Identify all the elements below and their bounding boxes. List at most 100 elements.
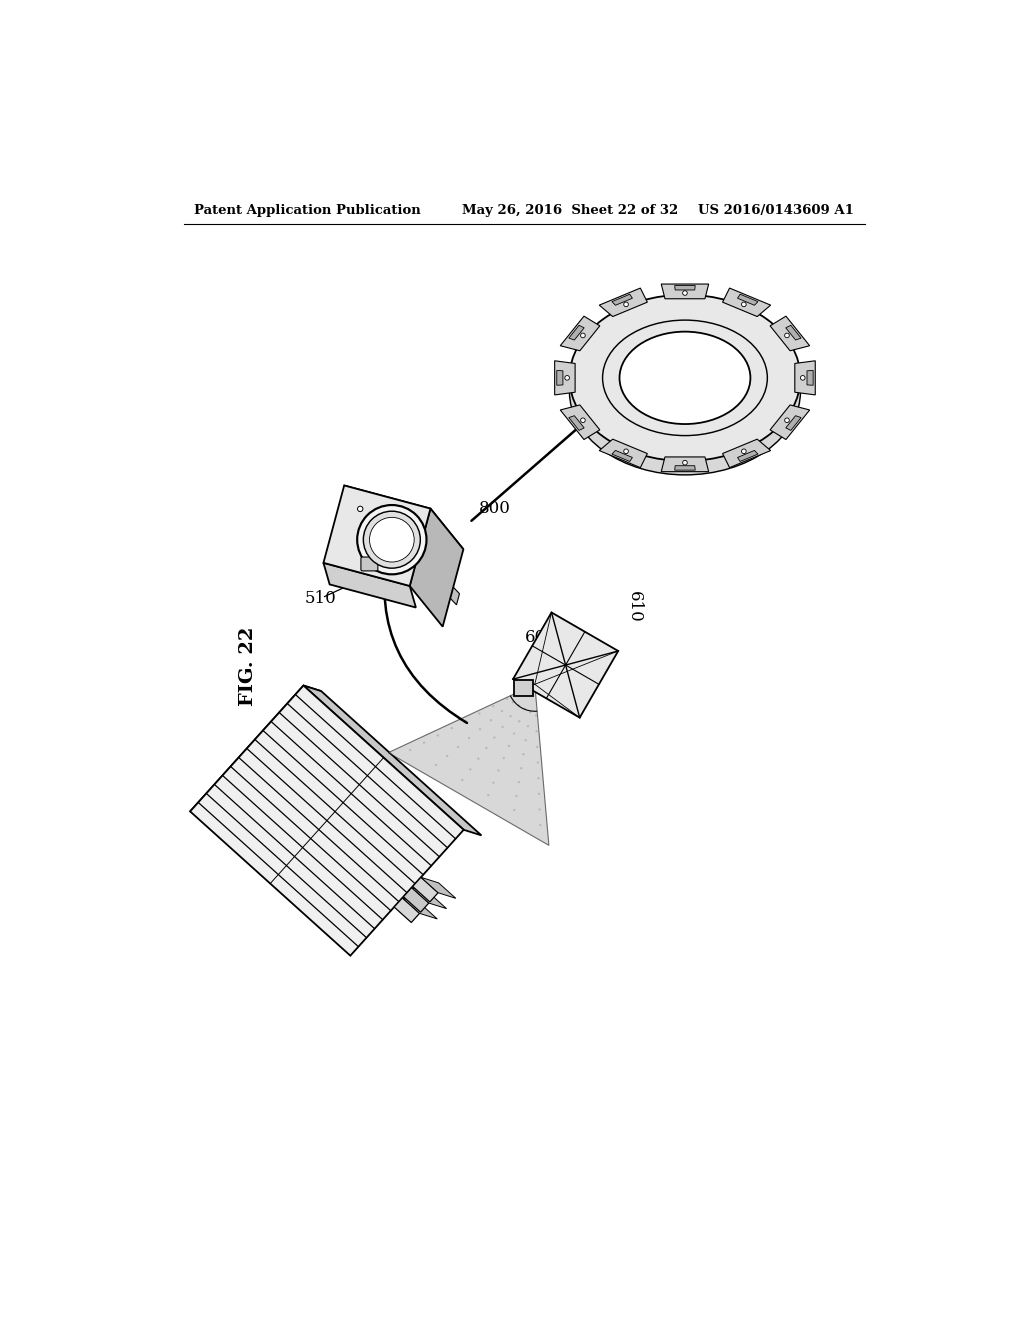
Circle shape	[494, 737, 496, 739]
Circle shape	[539, 824, 542, 826]
Circle shape	[485, 747, 487, 750]
Circle shape	[409, 748, 412, 751]
Text: FIG. 22: FIG. 22	[239, 627, 257, 706]
Circle shape	[503, 756, 505, 759]
Polygon shape	[737, 450, 758, 462]
Circle shape	[538, 793, 541, 795]
Circle shape	[446, 755, 449, 758]
Polygon shape	[795, 360, 815, 395]
Circle shape	[518, 721, 520, 722]
Polygon shape	[303, 685, 481, 836]
Circle shape	[784, 333, 790, 338]
Circle shape	[501, 710, 503, 713]
Circle shape	[478, 713, 480, 714]
Circle shape	[506, 698, 508, 700]
Circle shape	[510, 715, 512, 717]
Circle shape	[518, 781, 520, 783]
Polygon shape	[324, 562, 416, 607]
Circle shape	[436, 734, 439, 737]
Polygon shape	[785, 416, 801, 430]
Circle shape	[489, 719, 493, 721]
Polygon shape	[513, 612, 618, 718]
Polygon shape	[770, 317, 810, 351]
Polygon shape	[394, 898, 420, 923]
Circle shape	[536, 730, 538, 733]
Polygon shape	[737, 294, 758, 305]
Polygon shape	[612, 450, 633, 462]
Circle shape	[364, 511, 420, 568]
Text: 800: 800	[479, 500, 511, 517]
Circle shape	[581, 418, 586, 422]
Ellipse shape	[569, 309, 801, 475]
Circle shape	[502, 726, 504, 729]
Circle shape	[357, 506, 426, 574]
Ellipse shape	[620, 346, 751, 438]
Polygon shape	[190, 685, 322, 817]
Circle shape	[513, 809, 515, 812]
Circle shape	[515, 795, 518, 797]
Circle shape	[538, 777, 540, 779]
Circle shape	[479, 729, 481, 730]
Polygon shape	[723, 288, 771, 317]
Circle shape	[529, 711, 531, 713]
Polygon shape	[785, 325, 801, 341]
Text: US 2016/0143609 A1: US 2016/0143609 A1	[698, 205, 854, 218]
Polygon shape	[599, 288, 647, 317]
Text: 600: 600	[524, 628, 557, 645]
Polygon shape	[410, 508, 464, 627]
Circle shape	[520, 767, 522, 770]
Circle shape	[357, 506, 362, 512]
Circle shape	[391, 515, 396, 520]
FancyBboxPatch shape	[360, 557, 378, 570]
Circle shape	[535, 714, 538, 717]
Polygon shape	[560, 317, 600, 351]
Circle shape	[683, 290, 687, 296]
Polygon shape	[402, 898, 437, 919]
Circle shape	[498, 770, 500, 772]
Circle shape	[624, 449, 629, 454]
Polygon shape	[388, 684, 549, 845]
Text: 800: 800	[584, 338, 615, 355]
Polygon shape	[555, 360, 575, 395]
Circle shape	[487, 793, 489, 796]
Circle shape	[784, 418, 790, 422]
Circle shape	[457, 746, 459, 748]
Ellipse shape	[620, 331, 751, 424]
Polygon shape	[324, 486, 430, 586]
Polygon shape	[568, 325, 584, 341]
Circle shape	[565, 376, 569, 380]
Polygon shape	[675, 466, 695, 470]
Circle shape	[493, 705, 495, 708]
Polygon shape	[770, 405, 810, 440]
Circle shape	[465, 719, 467, 722]
Text: May 26, 2016  Sheet 22 of 32: May 26, 2016 Sheet 22 of 32	[462, 205, 678, 218]
Polygon shape	[557, 371, 563, 385]
Circle shape	[512, 701, 514, 704]
Text: 510: 510	[304, 590, 336, 607]
Polygon shape	[413, 878, 438, 902]
Text: 610: 610	[626, 590, 643, 623]
Circle shape	[461, 779, 463, 781]
Circle shape	[526, 725, 529, 727]
Ellipse shape	[569, 294, 801, 461]
Circle shape	[469, 768, 471, 771]
Circle shape	[523, 708, 525, 710]
Polygon shape	[612, 294, 633, 305]
Circle shape	[539, 808, 541, 810]
Polygon shape	[560, 405, 600, 440]
Circle shape	[741, 302, 746, 306]
Polygon shape	[190, 685, 464, 956]
Circle shape	[423, 742, 425, 744]
Circle shape	[537, 762, 539, 764]
Circle shape	[493, 781, 495, 784]
Circle shape	[513, 733, 515, 735]
Polygon shape	[344, 486, 464, 549]
Circle shape	[537, 746, 539, 748]
Polygon shape	[412, 887, 446, 908]
Polygon shape	[662, 457, 709, 471]
Polygon shape	[421, 878, 456, 899]
Polygon shape	[807, 371, 813, 385]
Polygon shape	[662, 284, 709, 298]
Bar	[514, 681, 532, 696]
Circle shape	[741, 449, 746, 454]
